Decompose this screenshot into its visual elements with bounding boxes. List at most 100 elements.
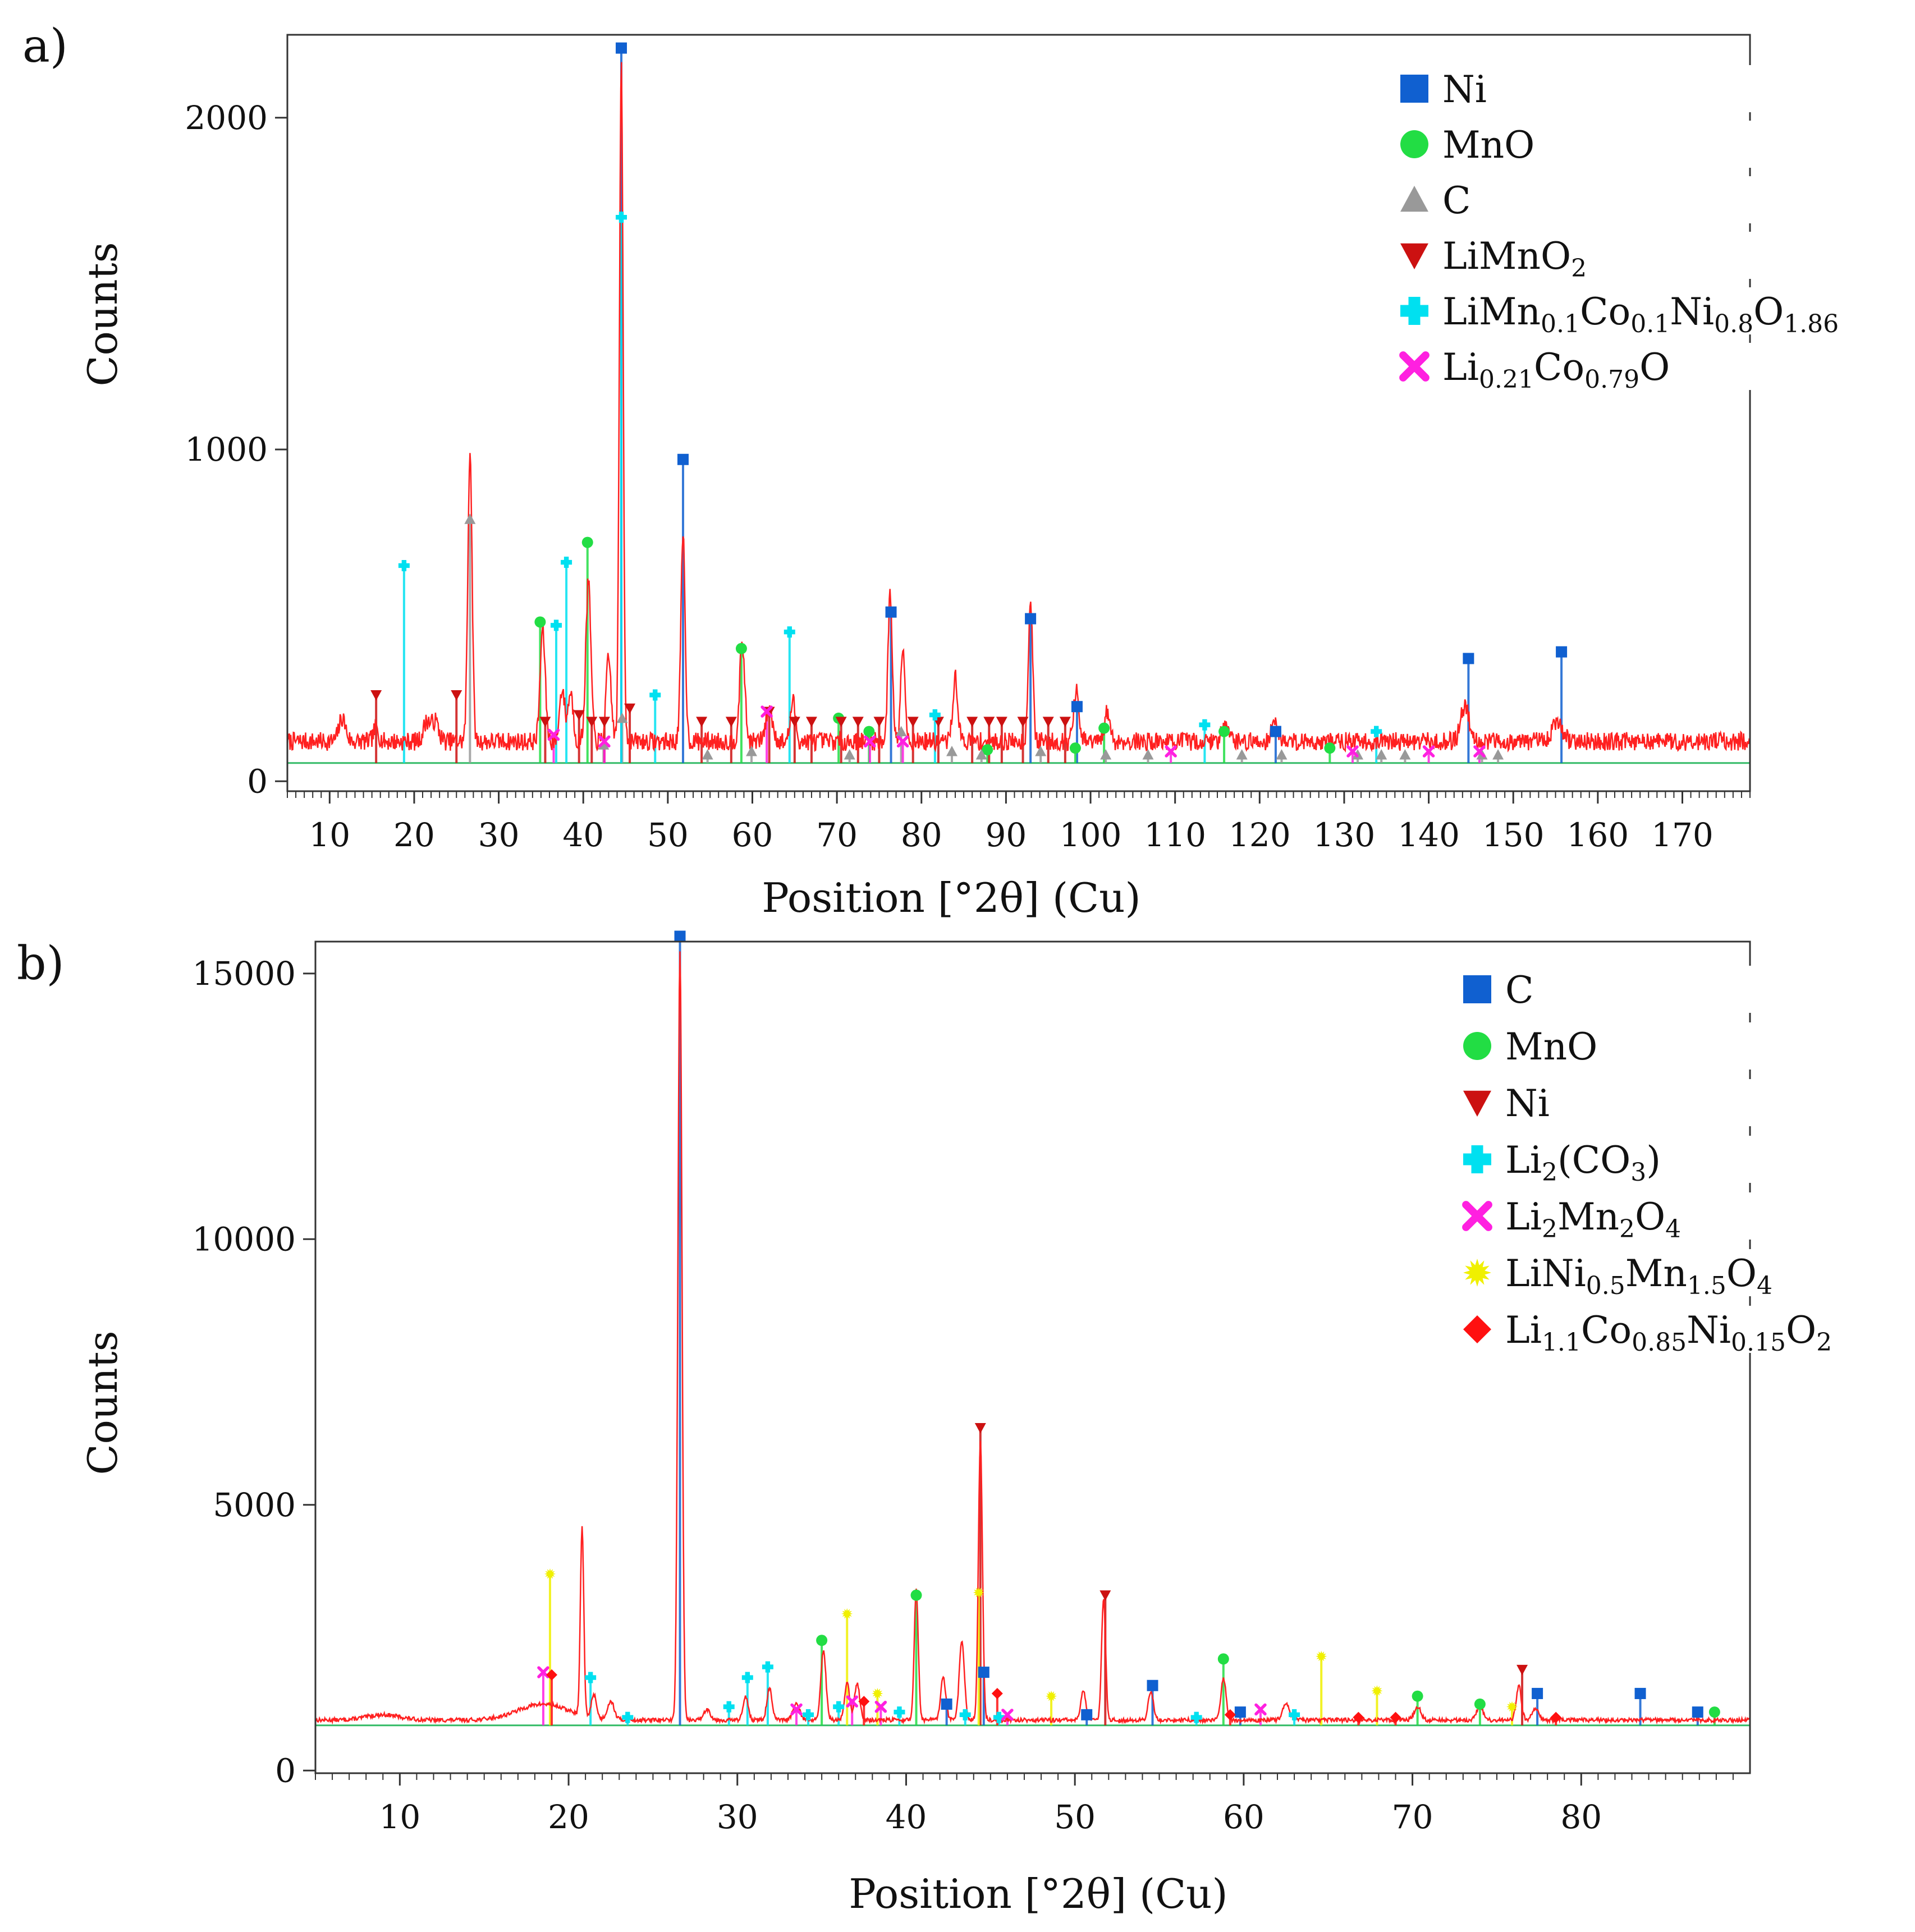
phase-peak-marker — [1081, 1709, 1093, 1720]
x-tick-label: 50 — [1054, 1798, 1096, 1836]
phase-peak-marker — [846, 1695, 858, 1708]
x-tick-label: 130 — [1313, 816, 1376, 854]
legend-label: LiMn0.1​Co0.1​Ni0.8​O1.86​ — [1442, 290, 1839, 338]
phase-peak-marker — [586, 717, 598, 727]
phase-peak-marker — [1376, 749, 1387, 760]
phase-peak-marker — [803, 1709, 814, 1720]
legend-entry-bg — [1392, 343, 1796, 390]
phase-peak-marker — [674, 930, 686, 942]
phase-peak-marker — [844, 749, 855, 760]
phase-peak-marker — [585, 1672, 597, 1683]
phase-peak-marker — [1017, 717, 1029, 727]
phase-peak-marker — [534, 616, 546, 628]
phase-peak-marker — [973, 1587, 984, 1598]
phase-peak-marker — [863, 726, 875, 737]
x-tick-label: 60 — [732, 816, 773, 854]
legend-entry: LiMnO2​ — [1392, 232, 1796, 283]
phase-peak-marker — [622, 1711, 634, 1723]
phase-peak-marker — [537, 1666, 549, 1678]
legend-label: Li0.21​Co0.79​O — [1442, 346, 1670, 394]
legend-entry-bg — [1455, 1079, 1859, 1126]
phase-peak-marker — [1634, 1687, 1646, 1699]
legend-entry-bg — [1455, 1306, 1859, 1353]
panel-a-label: a) — [22, 20, 68, 73]
legend-entry: Ni — [1392, 65, 1796, 112]
y-tick-label: 0 — [247, 762, 268, 800]
phase-peak-marker — [1390, 1711, 1401, 1723]
phase-peak-marker — [975, 749, 987, 760]
legend-entry-bg — [1392, 65, 1796, 112]
phase-peak-marker — [561, 557, 572, 568]
legend-label: LiMnO2​ — [1442, 235, 1587, 283]
phase-peak-marker — [1506, 1701, 1518, 1713]
phase-peak-marker — [735, 643, 747, 654]
phase-peak-marker — [616, 212, 627, 223]
phase-peak-marker — [805, 717, 817, 727]
legend-entry-bg — [1392, 287, 1796, 334]
legend-label: LiNi0.5​Mn1.5​O4​ — [1505, 1252, 1772, 1300]
phase-peak-marker — [1289, 1709, 1300, 1720]
phase-peak-marker — [978, 1667, 989, 1678]
phase-peak-marker — [1147, 1679, 1158, 1691]
phase-peak-marker — [1556, 646, 1568, 658]
panel-b-label: b) — [17, 937, 64, 990]
phase-peak-marker — [762, 1661, 773, 1673]
phase-peak-marker — [1165, 745, 1177, 758]
panel-b-ticks: 10 20 30 40 50 60 70 80 0 5000 10000 15000 — [192, 954, 1734, 1836]
phase-peak-marker — [573, 710, 585, 721]
y-tick-label: 15000 — [192, 954, 296, 993]
x-tick-label: 110 — [1144, 816, 1206, 854]
phase-peak-marker — [1035, 746, 1047, 756]
phase-peak-marker — [784, 626, 795, 638]
panel-a-y-axis-title: Counts — [79, 242, 126, 386]
legend-marker — [1462, 1201, 1492, 1231]
legend-entry: Li2​Mn2​O4​ — [1455, 1192, 1859, 1243]
phase-peak-marker — [1532, 1687, 1543, 1699]
phase-peak-marker — [723, 1701, 735, 1713]
legend-marker — [1399, 351, 1430, 382]
x-tick-label: 60 — [1223, 1798, 1265, 1836]
x-tick-label: 20 — [548, 1798, 589, 1836]
x-tick-label: 70 — [816, 816, 858, 854]
x-tick-label: 80 — [901, 816, 942, 854]
phase-peak-marker — [1316, 1650, 1327, 1662]
phase-peak-marker — [598, 717, 610, 727]
phase-peak-marker — [539, 717, 551, 727]
x-tick-label: 70 — [1392, 1798, 1433, 1836]
phase-peak-marker — [624, 703, 636, 714]
legend-entry-bg — [1455, 1136, 1859, 1183]
phase-peak-marker — [677, 453, 689, 465]
phase-peak-marker — [1324, 742, 1336, 754]
phase-peak-marker — [546, 1669, 557, 1681]
legend-entry-bg — [1455, 1022, 1859, 1070]
phase-peak-marker — [983, 717, 995, 727]
panel-b-y-axis-title: Counts — [79, 1330, 126, 1475]
phase-peak-marker — [1098, 722, 1110, 734]
y-tick-label: 10000 — [192, 1220, 296, 1258]
measured-pattern-line — [287, 62, 1750, 753]
legend-marker — [1463, 1315, 1491, 1343]
phase-peak-marker — [1353, 1711, 1364, 1723]
panel-b: b) 10 20 30 40 50 60 70 80 0 5000 10000 15000 Posit… — [17, 930, 1859, 1917]
panel-b-plot — [315, 930, 1750, 1727]
x-tick-label: 40 — [562, 816, 604, 854]
phase-peak-marker — [1234, 1706, 1246, 1718]
y-tick-label: 2000 — [185, 99, 268, 137]
phase-peak-marker — [1046, 1690, 1057, 1702]
legend-marker — [1463, 1145, 1491, 1173]
x-tick-label: 90 — [985, 816, 1027, 854]
phase-peak-marker — [873, 717, 885, 727]
phase-peak-marker — [398, 559, 410, 571]
panel-b-legend: C MnO Ni Li2​(CO3​) Li2​Mn2​O4​ LiNi0.5​Mn1.5… — [1455, 966, 1859, 1357]
phase-peak-marker — [852, 717, 864, 727]
legend-entry: Li0.21​Co0.79​O — [1392, 343, 1796, 394]
x-tick-label: 30 — [478, 816, 520, 854]
phase-peak-marker — [581, 536, 593, 548]
panel-a-frame — [286, 34, 1751, 792]
panel-b-frame — [314, 940, 1751, 1774]
legend-label: C — [1442, 179, 1471, 222]
phase-peak-marker — [696, 717, 708, 727]
phase-peak-marker — [1708, 1706, 1720, 1718]
phase-peak-marker — [1346, 745, 1359, 758]
phase-peak-marker — [1218, 726, 1230, 737]
